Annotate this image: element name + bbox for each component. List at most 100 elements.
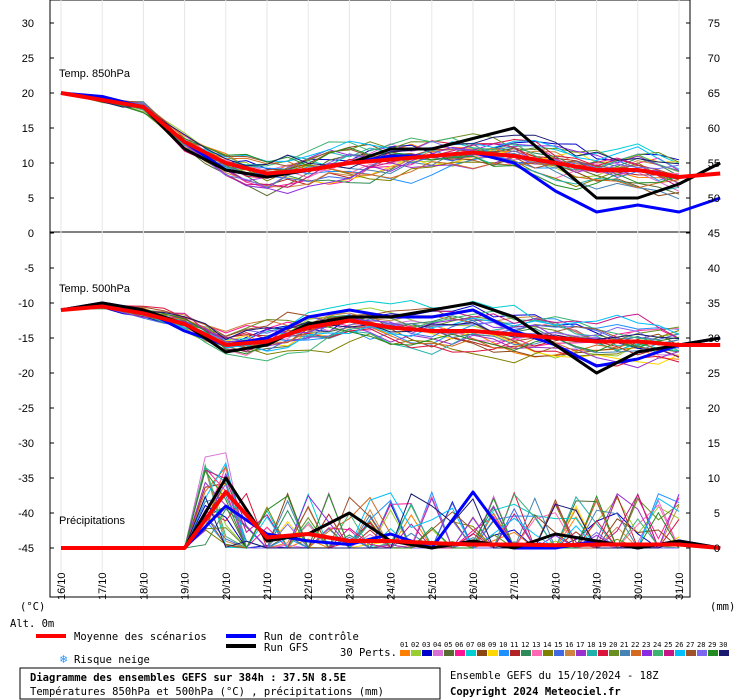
pert-legend-swatch (532, 650, 542, 656)
legend-snow-label: Risque neige (74, 654, 150, 666)
pert-legend-number: 11 (510, 641, 518, 649)
series-line-precip (61, 490, 721, 550)
y-right-tick-label: 0 (714, 543, 720, 555)
pert-legend-number: 21 (620, 641, 628, 649)
pert-legend-swatch (642, 650, 652, 656)
pert-legend-swatch (543, 650, 553, 656)
series-line-t500 (60, 304, 721, 347)
pert-line-t500 (60, 303, 680, 351)
series-line-t850 (60, 91, 721, 200)
pert-legend-swatch (444, 650, 454, 656)
y-right-tick-label: 75 (708, 18, 720, 30)
pert-legend-swatch (400, 650, 410, 656)
pert-legend-number: 15 (554, 641, 562, 649)
alt-label: Alt. 0m (10, 618, 54, 630)
pert-legend-swatch (686, 650, 696, 656)
x-tick-label: 24/10 (386, 572, 398, 600)
y-tick-label: -45 (18, 543, 34, 555)
series-line-t850 (60, 91, 721, 179)
chart-title: Diagramme des ensembles GEFS sur 384h : … (30, 672, 346, 684)
legend-gfs-label: Run GFS (264, 642, 308, 654)
y-tick-label: -30 (18, 438, 34, 450)
pert-legend-swatch (609, 650, 619, 656)
pert-legend-number: 04 (433, 641, 441, 649)
pert-legend-number: 16 (565, 641, 573, 649)
pert-legend-swatch (554, 650, 564, 656)
pert-line-t500 (60, 306, 680, 352)
pert-legend-swatch (631, 650, 641, 656)
pert-legend-number: 13 (532, 641, 540, 649)
pert-legend-number: 08 (477, 641, 485, 649)
y-right-tick-label: 15 (708, 438, 720, 450)
y-tick-label: 20 (22, 88, 34, 100)
y-right-tick-label: 65 (708, 88, 720, 100)
y-tick-label: -20 (18, 368, 34, 380)
pert-legend-swatch (664, 650, 674, 656)
title-box (19, 667, 441, 700)
pert-legend-swatch (411, 650, 421, 656)
pert-legend-number: 12 (521, 641, 529, 649)
y-tick-label: 5 (28, 193, 34, 205)
pert-legend-swatch (433, 650, 443, 656)
pert-legend-number: 14 (543, 641, 551, 649)
panel-label-t850: Temp. 850hPa (59, 68, 131, 80)
y-right-tick-label: 70 (708, 53, 720, 65)
y-right-tick-label: 60 (708, 123, 720, 135)
right-unit-label: (mm) (710, 601, 735, 613)
x-tick-label: 19/10 (180, 572, 192, 600)
ensemble-info: Ensemble GEFS du 15/10/2024 - 18Z (450, 670, 659, 682)
y-right-tick-label: 50 (708, 193, 720, 205)
x-tick-label: 30/10 (633, 572, 645, 600)
pert-legend-swatch (587, 650, 597, 656)
x-tick-label: 23/10 (344, 572, 356, 600)
left-unit-label: (°C) (20, 601, 45, 613)
x-tick-label: 26/10 (468, 572, 480, 600)
pert-legend-swatch (576, 650, 586, 656)
legend-control-label: Run de contrôle (264, 631, 359, 643)
x-tick-label: 18/10 (138, 572, 150, 600)
y-right-tick-label: 20 (708, 403, 720, 415)
y-right-tick-label: 45 (708, 228, 720, 240)
y-right-tick-label: 40 (708, 263, 720, 275)
pert-legend-number: 20 (609, 641, 617, 649)
chart-subtitle: Températures 850hPa et 500hPa (°C) , pré… (30, 686, 384, 698)
pert-legend-swatch (521, 650, 531, 656)
pert-line-t500 (60, 304, 680, 355)
pert-legend-number: 26 (675, 641, 683, 649)
pert-legend-swatch (697, 650, 707, 656)
pert-legend-number: 18 (587, 641, 595, 649)
pert-legend-number: 24 (653, 641, 661, 649)
pert-legend-number: 07 (466, 641, 474, 649)
pert-legend-number: 02 (411, 641, 419, 649)
pert-legend-swatch (620, 650, 630, 656)
pert-legend-number: 10 (499, 641, 507, 649)
panel-label-t500: Temp. 500hPa (59, 283, 131, 295)
copyright: Copyright 2024 Meteociel.fr (450, 686, 621, 698)
x-tick-label: 31/10 (674, 572, 686, 600)
pert-legend-swatch (675, 650, 685, 656)
x-tick-label: 21/10 (262, 572, 274, 600)
x-tick-label: 29/10 (592, 572, 604, 600)
y-tick-label: -10 (18, 298, 34, 310)
x-tick-label: 20/10 (221, 572, 233, 600)
pert-legend-number: 17 (576, 641, 584, 649)
pert-legend-number: 28 (697, 641, 705, 649)
left-axis-ticks: 30 25 20 15 10 5 0 -5 -10 -15 -20 -25 -30 -35 -40 -45 (18, 18, 54, 555)
x-tick-label: 17/10 (97, 572, 109, 600)
y-right-tick-label: 35 (708, 298, 720, 310)
x-axis-ticks: 16/10 17/10 18/10 19/10 20/10 21/10 22/10 23/10… (56, 572, 686, 600)
pert-legend-number: 27 (686, 641, 694, 649)
pert-legend-number: 09 (488, 641, 496, 649)
pert-legend-swatch (708, 650, 718, 656)
snowflake-icon: ❄ (60, 652, 67, 666)
legend-perts-label: 30 Perts. (340, 647, 397, 659)
y-right-tick-label: 5 (714, 508, 720, 520)
y-right-tick-label: 25 (708, 368, 720, 380)
y-tick-label: -40 (18, 508, 34, 520)
pert-legend-swatch (653, 650, 663, 656)
pert-legend-number: 03 (422, 641, 430, 649)
y-tick-label: 25 (22, 53, 34, 65)
x-tick-label: 22/10 (303, 572, 315, 600)
